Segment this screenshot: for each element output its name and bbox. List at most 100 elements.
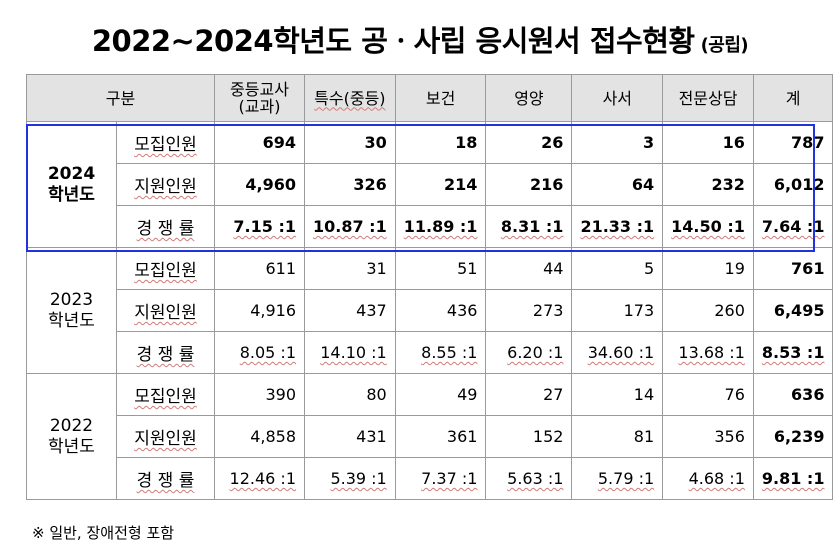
header-col-teacher: 중등교사 (교과) <box>214 74 305 122</box>
row-label-recruit: 모집인원 <box>116 247 215 290</box>
cell-value: 7.64 :1 <box>761 217 825 236</box>
cell-value: 18 <box>455 133 478 152</box>
table-row: 경 쟁 률 7.15 :1 10.87 :1 11.89 :1 8.31 :1 21.33… <box>27 205 834 248</box>
table-row: 지원인원 4,960 326 214 216 64 232 6,012 <box>27 163 834 206</box>
value-cell: 76 <box>662 373 754 416</box>
cell-value: 31 <box>366 259 387 278</box>
cell-value: 8.55 :1 <box>421 343 478 362</box>
cell-value: 14.50 :1 <box>671 217 745 236</box>
value-cell: 30 <box>304 121 396 164</box>
value-cell: 8.31 :1 <box>485 205 573 248</box>
year-label: 2023 학년도 <box>26 247 117 374</box>
cell-value: 5.63 :1 <box>507 469 564 488</box>
cell-value: 611 <box>265 259 296 278</box>
row-label-text: 경 쟁 률 <box>136 345 195 365</box>
header-group: 구분 <box>26 74 215 122</box>
cell-value: 19 <box>724 259 745 278</box>
value-cell: 356 <box>662 415 754 458</box>
cell-value: 431 <box>356 427 387 446</box>
header-col-teacher-label: 중등교사 (교과) <box>230 80 289 116</box>
table-row: 2023 학년도 모집인원 611 31 51 44 5 19 761 <box>26 247 834 374</box>
value-cell: 80 <box>304 373 396 416</box>
cell-value: 13.68 :1 <box>678 343 745 362</box>
header-col-health: 보건 <box>394 74 487 122</box>
cell-value: 27 <box>543 385 564 404</box>
value-cell: 4.68 :1 <box>662 457 754 500</box>
value-cell: 18 <box>394 121 487 164</box>
table-row: 2024 학년도 모집인원 694 30 18 26 3 16 787 <box>26 121 834 248</box>
total-cell: 787 <box>752 121 834 164</box>
total-cell: 8.53 :1 <box>752 331 834 374</box>
cell-value: 11.89 :1 <box>403 217 478 236</box>
value-cell: 10.87 :1 <box>304 205 396 248</box>
value-cell: 14 <box>571 373 664 416</box>
value-cell: 611 <box>214 247 305 290</box>
cell-value: 437 <box>356 301 387 320</box>
value-cell: 3 <box>571 121 664 164</box>
footnote: ※ 일반, 장애전형 포함 <box>32 524 175 542</box>
value-cell: 8.55 :1 <box>394 331 487 374</box>
row-label-applicants: 지원인원 <box>116 289 215 332</box>
row-label-text: 지원인원 <box>134 177 197 197</box>
row-label-competition: 경 쟁 률 <box>116 331 215 374</box>
row-label-recruit: 모집인원 <box>116 373 215 416</box>
cell-value: 636 <box>791 385 825 404</box>
cell-value: 3 <box>643 133 655 152</box>
year-label: 2024 학년도 <box>26 121 117 248</box>
cell-value: 214 <box>444 175 478 194</box>
value-cell: 4,960 <box>214 163 305 206</box>
cell-value: 356 <box>714 427 745 446</box>
value-cell: 26 <box>485 121 573 164</box>
value-cell: 260 <box>662 289 754 332</box>
value-cell: 214 <box>394 163 487 206</box>
cell-value: 21.33 :1 <box>580 217 655 236</box>
value-cell: 44 <box>485 247 573 290</box>
total-cell: 636 <box>752 373 834 416</box>
total-cell: 761 <box>752 247 834 290</box>
cell-value: 152 <box>532 427 564 446</box>
row-label-text: 지원인원 <box>134 429 197 449</box>
cell-value: 5.39 :1 <box>330 469 387 488</box>
table-row: 경 쟁 률 8.05 :1 14.10 :1 8.55 :1 6.20 :1 34.60 … <box>27 331 834 374</box>
cell-value: 80 <box>366 385 387 404</box>
value-cell: 49 <box>394 373 487 416</box>
row-label-competition: 경 쟁 률 <box>116 457 215 500</box>
value-cell: 4,916 <box>214 289 305 332</box>
table-row: 지원인원 4,916 437 436 273 173 260 6,495 <box>27 289 834 332</box>
value-cell: 6.20 :1 <box>485 331 573 374</box>
value-cell: 5 <box>571 247 664 290</box>
total-cell: 7.64 :1 <box>752 205 834 248</box>
value-cell: 5.79 :1 <box>571 457 664 500</box>
cell-value: 232 <box>711 175 745 194</box>
total-cell: 6,012 <box>752 163 834 206</box>
year-2022-block: 2022 학년도 모집인원 390 80 49 27 14 76 636 지원인원 4,858 431… <box>26 373 834 500</box>
cell-value: 4,916 <box>250 301 296 320</box>
year-label: 2022 학년도 <box>26 373 117 500</box>
value-cell: 14.50 :1 <box>662 205 754 248</box>
document-title: 2022~2024학년도 공ㆍ사립 응시원서 접수현황 (공립) <box>0 18 840 60</box>
value-cell: 152 <box>485 415 573 458</box>
header-col-special: 특수(중등) <box>304 74 396 122</box>
value-cell: 81 <box>571 415 664 458</box>
table-row: 경 쟁 률 12.46 :1 5.39 :1 7.37 :1 5.63 :1 5.79 :… <box>27 457 834 500</box>
cell-value: 9.81 :1 <box>761 469 825 488</box>
cell-value: 6,495 <box>773 301 825 320</box>
cell-value: 6.20 :1 <box>507 343 564 362</box>
cell-value: 216 <box>530 175 564 194</box>
value-cell: 7.37 :1 <box>394 457 487 500</box>
value-cell: 273 <box>485 289 573 332</box>
value-cell: 11.89 :1 <box>394 205 487 248</box>
cell-value: 4,858 <box>250 427 296 446</box>
value-cell: 5.39 :1 <box>304 457 396 500</box>
row-label-text: 경 쟁 률 <box>136 471 195 491</box>
value-cell: 14.10 :1 <box>304 331 396 374</box>
cell-value: 8.31 :1 <box>500 217 564 236</box>
value-cell: 4,858 <box>214 415 305 458</box>
value-cell: 436 <box>394 289 487 332</box>
row-label-text: 지원인원 <box>134 303 197 323</box>
value-cell: 390 <box>214 373 305 416</box>
header-col-nutrition: 영양 <box>485 74 573 122</box>
row-label-text: 모집인원 <box>134 135 197 155</box>
header-col-counseling: 전문상담 <box>662 74 754 122</box>
cell-value: 8.05 :1 <box>239 343 296 362</box>
